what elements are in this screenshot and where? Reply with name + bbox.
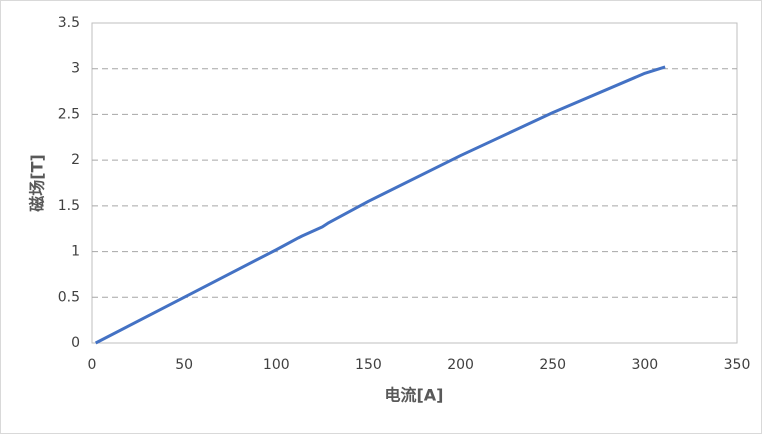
y-tick-label: 2.5 (58, 106, 80, 122)
x-tick-label: 350 (724, 357, 751, 373)
x-tick-label: 200 (447, 357, 474, 373)
y-tick-label: 0 (71, 335, 80, 351)
x-tick-label: 100 (263, 357, 290, 373)
y-axis-title: 磁场[T] (28, 154, 47, 212)
y-tick-label: 2 (71, 152, 80, 168)
data-line (94, 65, 666, 345)
plot-frame (91, 22, 738, 344)
x-tick-label: 300 (631, 357, 658, 373)
y-tick-label: 3.5 (58, 15, 80, 31)
x-tick-label: 0 (88, 357, 97, 373)
y-tick-label: 1 (71, 244, 80, 260)
x-axis-title: 电流[A] (384, 386, 443, 405)
x-tick-label: 150 (355, 357, 382, 373)
x-tick-label: 50 (175, 357, 193, 373)
x-tick-label: 250 (539, 357, 566, 373)
y-tick-label: 0.5 (58, 289, 80, 305)
y-tick-label: 1.5 (58, 198, 80, 214)
y-tick-label: 3 (71, 61, 80, 77)
